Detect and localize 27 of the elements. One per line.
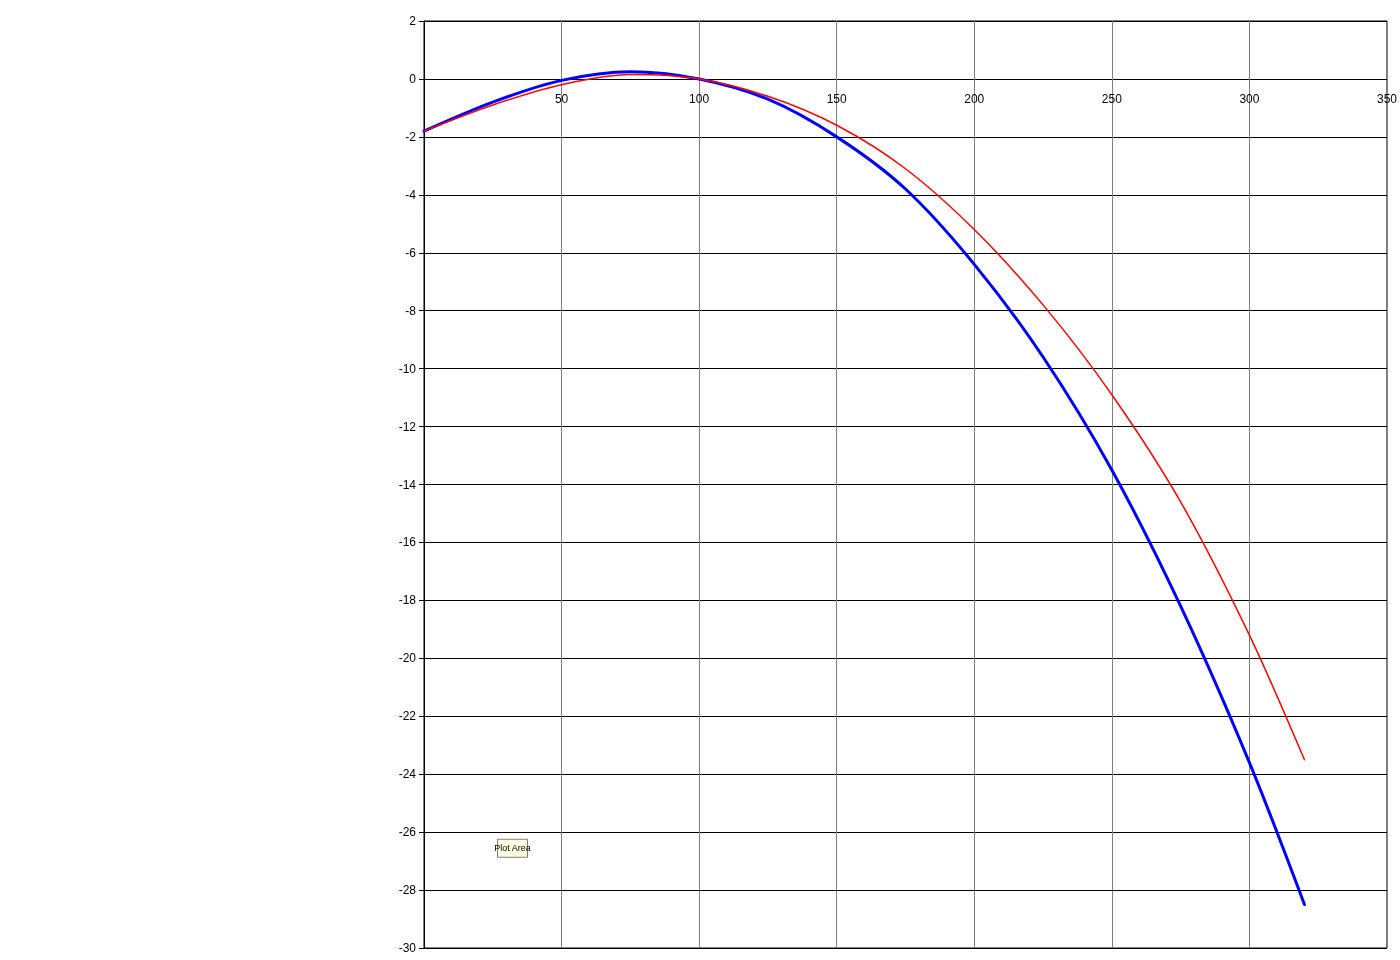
x-tick-label: 250 (1101, 91, 1123, 106)
x-tick-label: 150 (826, 91, 848, 106)
x-tick-label: 50 (554, 91, 569, 106)
y-tick-label: -20 (398, 651, 417, 666)
y-tick-label: -10 (398, 361, 417, 376)
y-tick-label: -2 (405, 129, 417, 144)
y-tick-label: -12 (398, 419, 417, 434)
y-tick-label: 2 (409, 14, 417, 28)
line-series (423, 73, 1306, 761)
y-tick-label: -18 (398, 593, 417, 608)
annotation: Plot Area (494, 843, 531, 854)
x-tick-label: 200 (964, 91, 985, 106)
y-tick-label: -26 (398, 825, 417, 840)
y-tick-label: -22 (398, 709, 417, 724)
y-tick-label: 0 (409, 71, 417, 86)
x-tick-label: 100 (689, 91, 710, 106)
x-tick-label: 300 (1239, 91, 1260, 106)
x-tick-label: 350 (1376, 91, 1398, 106)
y-tick-label: -14 (398, 477, 417, 492)
y-tick-label: -24 (398, 767, 417, 782)
y-tick-label: -4 (405, 187, 417, 202)
y-tick-label: -30 (398, 941, 417, 955)
y-tick-label: -16 (398, 535, 417, 550)
line-series (422, 70, 1306, 907)
y-tick-label: -8 (405, 303, 417, 318)
y-tick-label: -6 (405, 245, 417, 260)
y-tick-label: -28 (398, 883, 417, 898)
